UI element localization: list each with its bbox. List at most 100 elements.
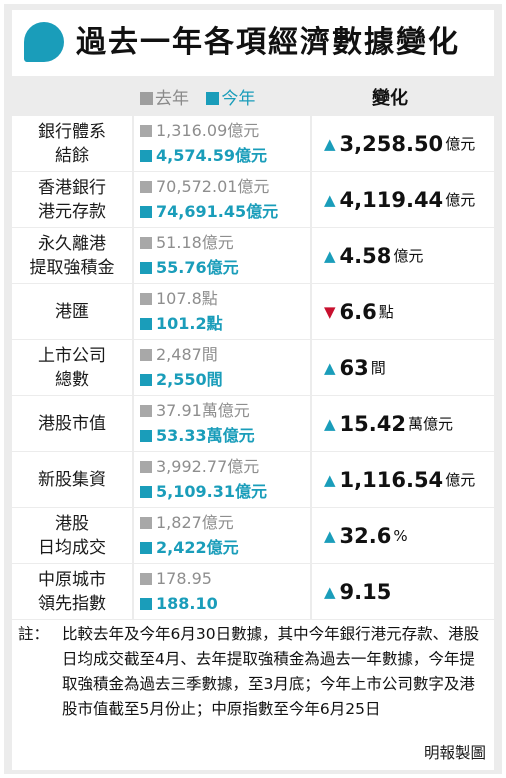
previous-year-swatch	[140, 181, 152, 193]
previous-year-swatch	[140, 125, 152, 137]
change-cell: ▲ 3,258.50 億元	[312, 116, 494, 171]
table-row: 中原城市 領先指數 178.95 188.10 ▲ 9.15	[12, 564, 494, 619]
change-unit: 間	[370, 359, 386, 377]
speech-bubble-icon	[24, 22, 64, 62]
value-text: 4,574.59億元	[156, 146, 267, 165]
value-text: 2,487間	[156, 345, 218, 364]
row-label: 新股集資	[12, 452, 132, 507]
values-cell: 51.18億元 55.76億元	[134, 228, 310, 283]
previous-year-swatch	[140, 405, 152, 417]
values-cell: 37.91萬億元 53.33萬億元	[134, 396, 310, 451]
values-cell: 1,316.09億元 4,574.59億元	[134, 116, 310, 171]
table-row: 香港銀行 港元存款 70,572.01億元 74,691.45億元 ▲ 4,119.44…	[12, 172, 494, 227]
values-cell: 107.8點 101.2點	[134, 284, 310, 339]
row-label-text: 永久離港 提取強積金	[29, 233, 115, 278]
change-cell: ▲ 9.15	[312, 564, 494, 619]
change-unit: %	[393, 526, 408, 545]
change-value: 63	[339, 355, 369, 380]
row-label-text: 銀行體系 結餘	[38, 121, 106, 166]
change-unit: 點	[378, 303, 394, 321]
value-text: 1,827億元	[156, 513, 234, 532]
row-label-text: 香港銀行 港元存款	[38, 177, 106, 222]
change-unit: 億元	[445, 471, 476, 489]
previous-year-value: 178.95	[140, 567, 212, 591]
change-unit: 萬億元	[407, 415, 453, 433]
values-cell: 178.95 188.10	[134, 564, 310, 619]
value-text: 74,691.45億元	[156, 202, 279, 221]
previous-year-value: 70,572.01億元	[140, 175, 269, 199]
row-label-text: 上市公司 總數	[38, 345, 106, 390]
infographic-card: 過去一年各項經濟數據變化 去年 今年 變化 銀行體系 結餘 1,316.09億元 4…	[4, 4, 502, 774]
value-text: 37.91萬億元	[156, 401, 250, 420]
change-value: 9.15	[339, 579, 392, 604]
change-unit: 億元	[445, 135, 476, 153]
footnote-text: 比較去年及今年6月30日數據，其中今年銀行港元存款、港股日均成交截至4月、去年提…	[62, 625, 480, 718]
current-year-swatch	[140, 262, 152, 274]
previous-year-value: 37.91萬億元	[140, 399, 250, 423]
row-label: 中原城市 領先指數	[12, 564, 132, 619]
change-cell: ▼ 6.6 點	[312, 284, 494, 339]
value-text: 3,992.77億元	[156, 457, 260, 476]
triangle-up-icon: ▲	[324, 134, 336, 153]
legend: 去年 今年	[140, 86, 255, 112]
change-value: 1,116.54	[339, 467, 444, 492]
current-year-value: 55.76億元	[140, 256, 239, 280]
previous-year-value: 3,992.77億元	[140, 455, 259, 479]
row-label: 上市公司 總數	[12, 340, 132, 395]
value-text: 107.8點	[156, 289, 218, 308]
change-cell: ▲ 32.6%	[312, 508, 494, 563]
values-cell: 2,487間 2,550間	[134, 340, 310, 395]
change-unit: 億元	[445, 191, 476, 209]
table-row: 上市公司 總數 2,487間 2,550間 ▲ 63 間	[12, 340, 494, 395]
legend-cur-label: 今年	[221, 89, 256, 109]
previous-year-value: 2,487間	[140, 343, 218, 367]
row-label-text: 新股集資	[38, 469, 106, 490]
row-label-text: 中原城市 領先指數	[38, 569, 106, 614]
current-year-value: 2,422億元	[140, 536, 239, 560]
current-year-value: 188.10	[140, 592, 218, 616]
current-year-value: 4,574.59億元	[140, 144, 267, 168]
current-year-swatch	[140, 598, 152, 610]
legend-cur-swatch	[206, 92, 220, 105]
triangle-down-icon: ▼	[324, 302, 336, 321]
current-year-value: 74,691.45億元	[140, 200, 278, 224]
previous-year-value: 51.18億元	[140, 231, 234, 255]
values-cell: 3,992.77億元 5,109.31億元	[134, 452, 310, 507]
data-table: 銀行體系 結餘 1,316.09億元 4,574.59億元 ▲ 3,258.50 億元香港…	[12, 116, 494, 620]
change-unit: 億元	[393, 247, 424, 265]
row-label: 永久離港 提取強積金	[12, 228, 132, 283]
table-row: 永久離港 提取強積金 51.18億元 55.76億元 ▲ 4.58 億元	[12, 228, 494, 283]
value-text: 2,422億元	[156, 538, 239, 557]
current-year-value: 2,550間	[140, 368, 223, 392]
value-text: 70,572.01億元	[156, 177, 270, 196]
current-year-swatch	[140, 206, 152, 218]
row-label: 港股市值	[12, 396, 132, 451]
table-row: 新股集資 3,992.77億元 5,109.31億元 ▲ 1,116.54 億元	[12, 452, 494, 507]
row-label-text: 港股 日均成交	[38, 513, 106, 558]
triangle-up-icon: ▲	[324, 358, 336, 377]
current-year-value: 53.33萬億元	[140, 424, 255, 448]
change-cell: ▲ 63 間	[312, 340, 494, 395]
triangle-up-icon: ▲	[324, 246, 336, 265]
previous-year-value: 107.8點	[140, 287, 218, 311]
change-cell: ▲ 4.58 億元	[312, 228, 494, 283]
previous-year-swatch	[140, 349, 152, 361]
row-label: 銀行體系 結餘	[12, 116, 132, 171]
triangle-up-icon: ▲	[324, 526, 336, 545]
table-row: 銀行體系 結餘 1,316.09億元 4,574.59億元 ▲ 3,258.50 億元	[12, 116, 494, 171]
footnote-prefix: 註：	[18, 625, 50, 643]
legend-prev-label: 去年	[155, 89, 189, 109]
value-text: 178.95	[156, 569, 212, 588]
value-text: 53.33萬億元	[156, 426, 255, 445]
current-year-swatch	[140, 150, 152, 162]
credit: 明報製圖	[423, 744, 486, 762]
values-cell: 70,572.01億元 74,691.45億元	[134, 172, 310, 227]
previous-year-swatch	[140, 237, 152, 249]
change-value: 15.42	[339, 411, 406, 436]
previous-year-swatch	[140, 293, 152, 305]
value-text: 101.2點	[156, 314, 223, 333]
value-text: 55.76億元	[156, 258, 239, 277]
current-year-swatch	[140, 542, 152, 554]
row-label: 香港銀行 港元存款	[12, 172, 132, 227]
triangle-up-icon: ▲	[324, 582, 336, 601]
